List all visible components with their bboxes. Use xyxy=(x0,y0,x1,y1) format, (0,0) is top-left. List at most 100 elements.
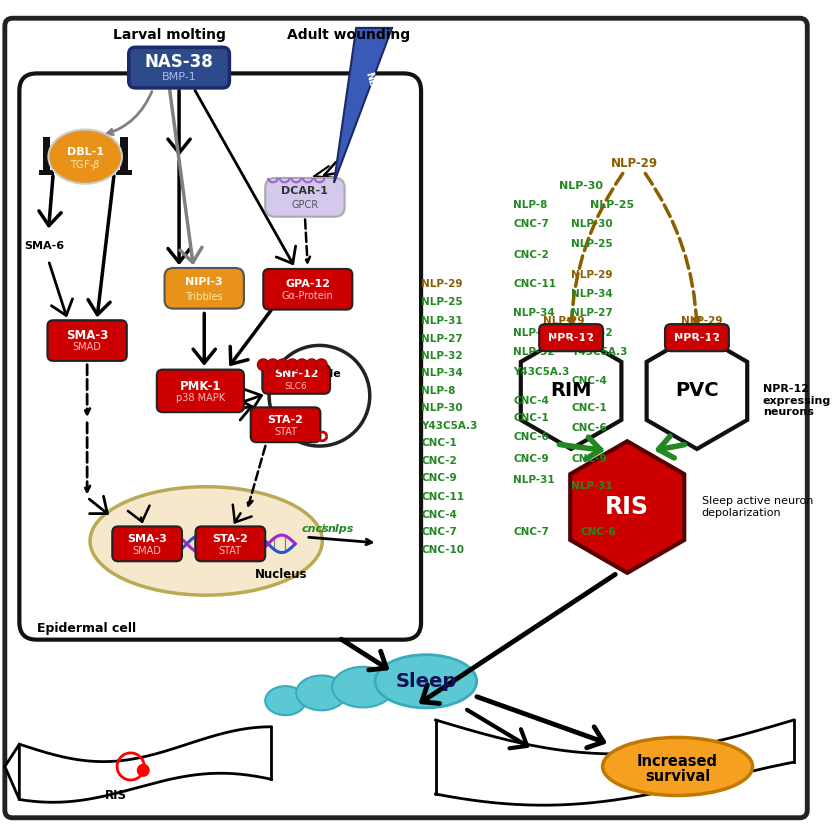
Text: STA-2: STA-2 xyxy=(268,415,304,425)
Text: NLP-29: NLP-29 xyxy=(571,270,612,280)
Text: NLP-34: NLP-34 xyxy=(513,308,555,319)
Polygon shape xyxy=(521,333,622,449)
Text: PMK-1: PMK-1 xyxy=(180,380,221,393)
FancyBboxPatch shape xyxy=(48,320,127,361)
Ellipse shape xyxy=(332,667,394,707)
Text: NPR-12
expressing
neurons: NPR-12 expressing neurons xyxy=(763,384,831,417)
Text: Y43C5A.3: Y43C5A.3 xyxy=(571,347,628,357)
Text: Larval molting: Larval molting xyxy=(113,28,226,42)
Text: Epidermal cell: Epidermal cell xyxy=(37,621,136,635)
Text: NLP-27: NLP-27 xyxy=(421,334,463,344)
Text: NLP-32: NLP-32 xyxy=(571,328,612,338)
Text: NLP-30: NLP-30 xyxy=(571,219,612,229)
Text: TGF-$\beta$: TGF-$\beta$ xyxy=(70,158,101,172)
Text: Adult wounding: Adult wounding xyxy=(287,28,410,42)
Text: Sleep active neuron
depolarization: Sleep active neuron depolarization xyxy=(701,497,813,517)
Polygon shape xyxy=(647,333,748,449)
Text: NLP-31: NLP-31 xyxy=(571,481,612,491)
Ellipse shape xyxy=(49,130,122,184)
FancyBboxPatch shape xyxy=(539,324,603,351)
FancyBboxPatch shape xyxy=(157,370,244,412)
Text: NLP-30: NLP-30 xyxy=(559,181,602,191)
Circle shape xyxy=(277,359,289,370)
Text: Y43C5A.3: Y43C5A.3 xyxy=(513,366,570,376)
Text: CNC-9: CNC-9 xyxy=(513,454,549,464)
Text: CNC-6: CNC-6 xyxy=(581,528,617,538)
Ellipse shape xyxy=(90,487,322,595)
FancyBboxPatch shape xyxy=(128,48,229,88)
Text: BMP-1: BMP-1 xyxy=(162,72,196,82)
Text: NLP-8: NLP-8 xyxy=(421,386,456,396)
Text: NEEDLE: NEEDLE xyxy=(363,71,386,115)
Text: SMAD: SMAD xyxy=(133,546,162,556)
Text: SMA-6: SMA-6 xyxy=(24,241,65,251)
Text: NLP-29: NLP-29 xyxy=(611,157,658,170)
Bar xyxy=(116,171,132,175)
Bar xyxy=(120,137,128,174)
FancyBboxPatch shape xyxy=(263,269,352,309)
FancyBboxPatch shape xyxy=(5,18,807,818)
Text: NLP-32: NLP-32 xyxy=(421,351,462,361)
Text: STAT: STAT xyxy=(274,426,297,436)
Circle shape xyxy=(267,359,279,370)
Text: /: / xyxy=(321,524,326,534)
Text: STAT: STAT xyxy=(219,546,242,556)
Text: CNC-4: CNC-4 xyxy=(421,510,457,520)
Text: RIM: RIM xyxy=(550,381,591,400)
Text: DCAR-1: DCAR-1 xyxy=(281,186,328,196)
Text: NIPI-3: NIPI-3 xyxy=(185,278,223,288)
Text: NLP-30: NLP-30 xyxy=(421,403,462,413)
Text: CNC-11: CNC-11 xyxy=(513,279,556,289)
Text: cncs: cncs xyxy=(302,524,330,534)
Text: RIS: RIS xyxy=(605,495,649,519)
Text: NLP-29: NLP-29 xyxy=(681,316,722,326)
FancyBboxPatch shape xyxy=(265,178,345,217)
Text: NLP-31: NLP-31 xyxy=(513,475,555,485)
Text: NLP-27: NLP-27 xyxy=(571,308,612,319)
Circle shape xyxy=(258,359,269,370)
Text: nlps: nlps xyxy=(327,524,353,534)
Text: NLP-29: NLP-29 xyxy=(421,279,462,289)
Text: PVC: PVC xyxy=(675,381,719,400)
FancyBboxPatch shape xyxy=(19,74,421,640)
FancyBboxPatch shape xyxy=(195,527,265,561)
Text: CNC-7: CNC-7 xyxy=(513,528,549,538)
Text: CNC-2: CNC-2 xyxy=(513,251,549,260)
Text: CNC-7: CNC-7 xyxy=(513,219,549,229)
Text: Tribbles: Tribbles xyxy=(185,292,223,302)
Text: CNC-4: CNC-4 xyxy=(513,395,549,405)
Text: CNC-6: CNC-6 xyxy=(513,432,549,442)
Ellipse shape xyxy=(296,675,347,711)
Circle shape xyxy=(306,359,317,370)
Text: Nucleus: Nucleus xyxy=(254,568,307,581)
Text: CNC-1: CNC-1 xyxy=(571,403,607,413)
Text: CNC-10: CNC-10 xyxy=(421,544,464,554)
Text: CNC-1: CNC-1 xyxy=(421,438,456,448)
Text: NPR-12: NPR-12 xyxy=(674,333,720,343)
Circle shape xyxy=(315,359,327,370)
FancyBboxPatch shape xyxy=(112,527,182,561)
Text: NLP-29: NLP-29 xyxy=(543,316,584,326)
Text: CNC-7: CNC-7 xyxy=(421,528,457,538)
FancyBboxPatch shape xyxy=(251,407,320,442)
Text: RIS: RIS xyxy=(105,789,128,802)
Text: NLP-27: NLP-27 xyxy=(513,328,555,338)
Text: GPCR: GPCR xyxy=(291,200,319,210)
Text: SMA-3: SMA-3 xyxy=(128,534,167,544)
Text: DBL-1: DBL-1 xyxy=(66,147,104,157)
Text: Vesicle: Vesicle xyxy=(298,370,341,380)
Text: GPA-12: GPA-12 xyxy=(285,279,331,289)
Text: Y43C5A.3: Y43C5A.3 xyxy=(421,421,477,431)
Circle shape xyxy=(296,359,308,370)
Text: CNC-4: CNC-4 xyxy=(571,376,607,386)
Text: CNC-9: CNC-9 xyxy=(571,454,607,464)
Ellipse shape xyxy=(265,686,306,715)
Text: NLP-32: NLP-32 xyxy=(513,347,555,357)
Bar xyxy=(39,171,55,175)
Text: CNC-1: CNC-1 xyxy=(513,413,549,423)
Circle shape xyxy=(286,359,298,370)
Text: NPR-12: NPR-12 xyxy=(548,333,594,343)
Text: CNC-2: CNC-2 xyxy=(421,456,456,466)
Circle shape xyxy=(269,345,370,446)
Text: SMA-3: SMA-3 xyxy=(66,329,108,342)
